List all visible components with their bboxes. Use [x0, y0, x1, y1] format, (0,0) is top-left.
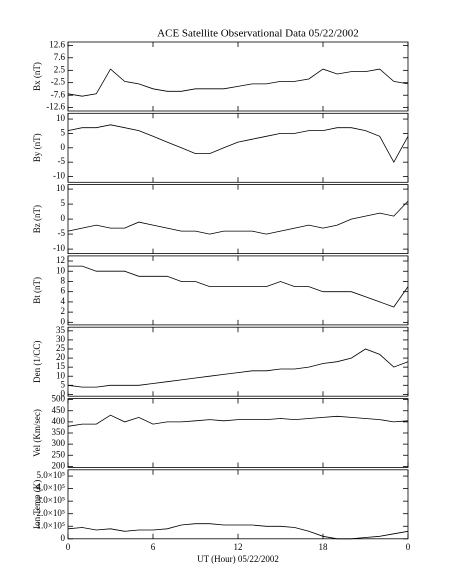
y-axis-label: Bz (nT): [32, 205, 42, 233]
data-line: [68, 265, 409, 308]
y-tick-label: 5.0×10⁵: [37, 470, 65, 480]
data-line: [67, 414, 409, 427]
y-tick-label: 10: [56, 265, 66, 275]
y-tick-label: 10: [56, 370, 66, 380]
y-tick-label: 6: [61, 286, 66, 296]
y-tick-label: 0: [61, 388, 66, 398]
y-tick-label: 2.5: [54, 64, 66, 74]
y-axis-label: Den (1/CC): [32, 341, 42, 383]
y-tick-label: 0: [61, 316, 66, 326]
y-tick-label: 4: [61, 296, 66, 306]
y-tick-label: 500: [52, 394, 66, 404]
data-line: [67, 200, 409, 235]
y-axis-label: Vel (Km/sec): [32, 409, 42, 457]
y-tick-label: 0: [61, 213, 66, 223]
y-tick-label: 0: [61, 142, 66, 152]
y-tick-label: 5: [61, 198, 66, 208]
y-tick-label: 0: [61, 533, 66, 543]
x-tick-label: 0: [406, 542, 411, 552]
y-tick-label: 20: [56, 352, 66, 362]
data-line: [67, 68, 409, 97]
panel-frame: [67, 398, 409, 468]
y-tick-label: 400: [52, 416, 66, 426]
y-tick-label: 5: [61, 379, 66, 389]
y-tick-label: 3.0×10⁵: [37, 495, 65, 505]
data-line: [67, 523, 409, 540]
x-axis-label: UT (Hour) 05/22/2002: [197, 554, 279, 564]
y-tick-label: -5: [58, 228, 66, 238]
y-axis-label: Bt (nT): [32, 277, 42, 304]
y-tick-label: -10: [53, 243, 65, 253]
y-tick-label: 350: [52, 427, 66, 437]
y-axis-label: By (nT): [32, 133, 42, 162]
x-tick-label: 18: [319, 542, 329, 552]
y-tick-label: 450: [52, 405, 66, 415]
chart-title: ACE Satellite Observational Data 05/22/2…: [157, 28, 359, 40]
x-tick-label: 12: [234, 542, 243, 552]
y-tick-label: 10: [56, 183, 66, 193]
y-tick-label: 4.0×10⁵: [37, 483, 65, 493]
y-tick-label: 15: [56, 361, 66, 371]
y-tick-label: 35: [56, 325, 66, 335]
y-tick-label: 250: [52, 449, 66, 459]
y-tick-label: -2.5: [51, 77, 66, 87]
y-tick-label: 12.6: [49, 40, 65, 50]
y-axis-label: Ion Temp (K): [32, 480, 42, 529]
data-line: [67, 124, 409, 164]
y-tick-label: 2.0×10⁵: [37, 508, 65, 518]
panel-frame: [67, 255, 409, 326]
y-tick-label: 7.6: [54, 52, 66, 62]
y-tick-label: 25: [56, 343, 66, 353]
data-line: [67, 348, 409, 388]
y-tick-label: 2: [61, 306, 66, 316]
panel-frame: [67, 326, 409, 397]
y-tick-label: -12.6: [46, 102, 65, 112]
panel-frame: [67, 112, 409, 183]
y-tick-label: 12: [56, 255, 65, 265]
y-tick-label: 1.0×10⁵: [37, 520, 65, 530]
y-tick-label: -5: [58, 156, 66, 166]
y-tick-label: -7.6: [51, 89, 66, 99]
y-tick-label: 5: [61, 127, 66, 137]
y-axis-label: Bx (nT): [32, 62, 42, 91]
x-tick-label: 6: [151, 542, 156, 552]
y-tick-label: 10: [56, 113, 66, 123]
y-tick-label: 8: [61, 276, 66, 286]
y-tick-label: 200: [52, 460, 66, 470]
y-tick-label: 30: [56, 334, 66, 344]
panel-frame: [67, 469, 409, 540]
y-tick-label: 300: [52, 438, 66, 448]
y-tick-label: -10: [53, 171, 65, 181]
panel-frame: [67, 184, 409, 255]
x-tick-label: 0: [66, 542, 71, 552]
